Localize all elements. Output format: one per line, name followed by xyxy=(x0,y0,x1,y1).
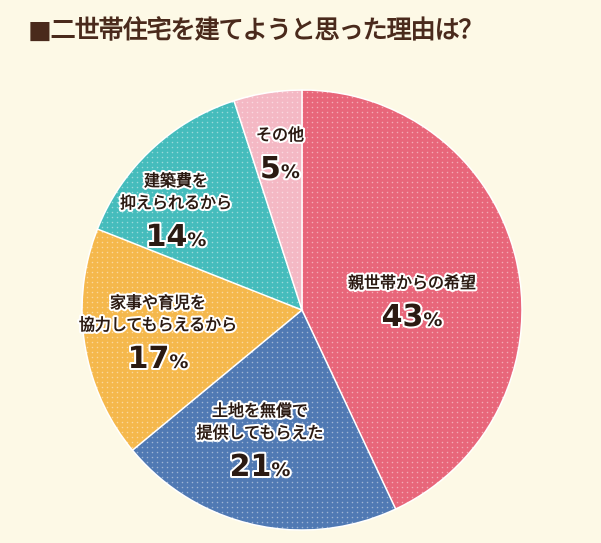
slice-label-1-0: 土地を無償で xyxy=(212,401,308,420)
slice-label-2-0: 家事や育児を xyxy=(110,293,206,312)
slice-label-4-0: その他 xyxy=(256,125,304,144)
pie-slice-texture-4 xyxy=(234,90,302,310)
slice-unit-4: % xyxy=(281,161,300,183)
slice-label-3-0: 建築費を xyxy=(144,171,208,190)
slice-label-1-1: 提供してもらえた xyxy=(197,423,324,442)
pie-slice-texture-1 xyxy=(132,310,396,530)
pie-labels: 親世帯からの希望43%土地を無償で提供してもらえた21%家事や育児を協力してもら… xyxy=(77,123,478,486)
slice-label-2-1: 協力してもらえるから xyxy=(79,315,237,334)
slice-label-3-1: 抑えられるから xyxy=(120,193,232,212)
slice-unit-2: % xyxy=(169,351,188,373)
slice-label-0-0: 親世帯からの希望 xyxy=(348,273,476,292)
chart-title: ■二世帯住宅を建てようと思った理由は？ xyxy=(28,15,484,44)
slice-unit-0: % xyxy=(423,309,442,331)
slice-unit-1: % xyxy=(271,459,290,481)
pie-slices xyxy=(81,89,523,531)
pie-slice-texture-2 xyxy=(82,229,303,451)
pie-slice-texture-0 xyxy=(302,90,522,510)
slice-unit-3: % xyxy=(187,229,206,251)
